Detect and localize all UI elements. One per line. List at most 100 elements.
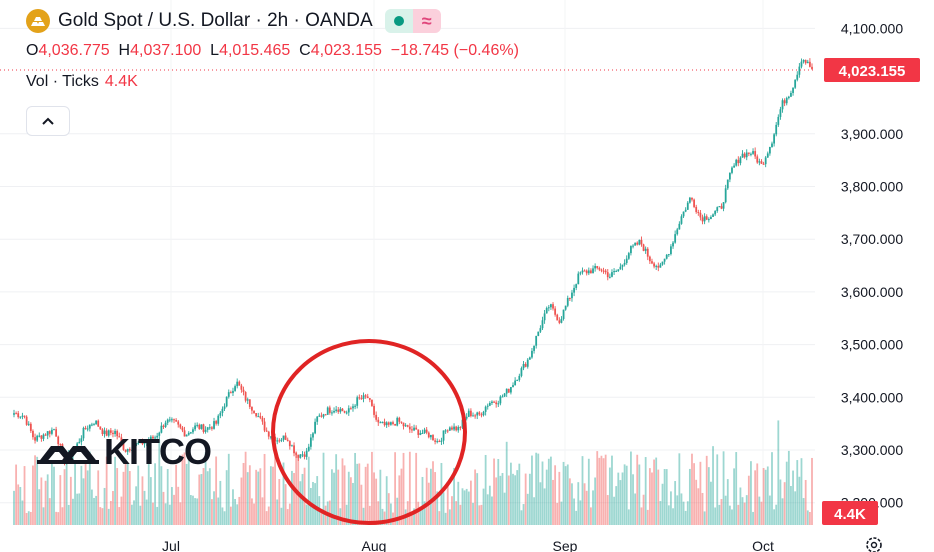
- volume-bar: [670, 491, 672, 525]
- candle-body: [501, 396, 504, 398]
- candle-body: [634, 242, 637, 246]
- candle-body: [526, 359, 529, 367]
- candle-body: [194, 425, 196, 430]
- volume-bar: [429, 468, 432, 525]
- volume-bar: [253, 503, 255, 525]
- candle-body: [480, 414, 483, 416]
- volume-bar: [46, 474, 49, 525]
- volume-bar: [116, 468, 119, 525]
- volume-bar: [501, 473, 504, 525]
- volume-bar: [642, 494, 645, 525]
- candle-body: [278, 440, 281, 442]
- candle-body: [112, 432, 114, 435]
- candle-body: [539, 328, 542, 332]
- volume-bar: [741, 497, 744, 525]
- volume-bar: [750, 461, 752, 525]
- candle-body: [291, 445, 293, 447]
- volume-bar: [276, 499, 279, 525]
- volume-bar: [606, 495, 609, 525]
- volume-legend-label[interactable]: Vol · Ticks: [26, 73, 99, 90]
- candle-body: [808, 61, 811, 67]
- volume-bar: [65, 458, 68, 525]
- collapse-legend-button[interactable]: [26, 106, 70, 136]
- volume-bar: [168, 504, 171, 525]
- candle-body: [192, 429, 194, 433]
- symbol-title[interactable]: Gold Spot / U.S. Dollar · 2h · OANDA: [58, 10, 373, 31]
- candle-body: [510, 387, 512, 393]
- candle-body: [95, 420, 98, 425]
- candle-body: [347, 408, 350, 413]
- candle-body: [215, 421, 218, 424]
- volume-bar: [50, 460, 53, 525]
- volume-bar: [699, 461, 702, 525]
- candle-body: [80, 438, 83, 442]
- candle-body: [802, 59, 805, 62]
- volume-bar: [619, 480, 622, 525]
- volume-bar: [177, 486, 180, 525]
- last-price-badge: 4,023.155: [824, 58, 920, 82]
- volume-bar: [461, 488, 464, 525]
- volume-bar: [444, 512, 447, 525]
- candle-body: [147, 440, 150, 442]
- market-status-pill[interactable]: ≈: [384, 9, 441, 33]
- candle-body: [251, 406, 253, 411]
- volume-bar: [512, 473, 514, 525]
- candle-body: [764, 157, 767, 165]
- candle-body: [655, 265, 658, 267]
- candle-body: [598, 268, 601, 270]
- settings-gear-icon[interactable]: [866, 537, 882, 552]
- low-label: L: [210, 42, 220, 59]
- volume-bar: [514, 475, 517, 525]
- candle-body: [114, 430, 116, 435]
- volume-bar: [739, 487, 742, 525]
- candle-body: [109, 430, 112, 433]
- volume-bar: [754, 470, 757, 525]
- candle-body: [133, 446, 135, 450]
- candle-body: [800, 61, 803, 67]
- volume-bar: [634, 493, 637, 525]
- candle-body: [189, 432, 192, 434]
- volume-bar: [779, 479, 782, 525]
- candle-body: [227, 392, 230, 397]
- volume-bar: [621, 472, 624, 525]
- volume-bar: [560, 501, 563, 525]
- candle-body: [520, 368, 523, 376]
- candle-body: [19, 416, 22, 418]
- volume-bar: [543, 488, 546, 525]
- volume-bar: [457, 481, 460, 525]
- volume-bar: [80, 465, 83, 525]
- candle-body: [221, 408, 224, 413]
- candle-body: [333, 410, 335, 413]
- volume-bar: [200, 474, 203, 525]
- y-tick-label: 3,400.000: [841, 389, 903, 405]
- candle-body: [232, 390, 234, 394]
- volume-bar: [499, 475, 502, 525]
- volume-bar: [638, 464, 641, 525]
- volume-bar: [337, 469, 340, 525]
- candle-body: [775, 124, 778, 135]
- gold-bars-icon: [26, 9, 50, 33]
- volume-bar: [42, 507, 45, 525]
- candle-body: [316, 416, 319, 422]
- volume-bar: [623, 464, 626, 525]
- volume-bar: [777, 420, 780, 525]
- candle-body: [261, 417, 264, 422]
- volume-bar: [76, 493, 79, 525]
- candle-body: [794, 79, 797, 88]
- volume-bar: [745, 495, 748, 525]
- annotation-circle: [271, 339, 467, 525]
- candle-body: [160, 425, 163, 433]
- candle-body: [50, 429, 53, 434]
- volume-legend-value: 4.4K: [104, 73, 138, 90]
- candle-body: [149, 436, 152, 441]
- candle-body: [514, 380, 517, 386]
- candle-body: [101, 429, 104, 435]
- candle-body: [722, 202, 725, 209]
- volume-bar: [792, 470, 794, 525]
- candle-body: [286, 439, 289, 442]
- candle-body: [606, 272, 609, 278]
- candle-body: [682, 211, 685, 217]
- candle-body: [453, 426, 455, 430]
- candle-body: [82, 427, 85, 439]
